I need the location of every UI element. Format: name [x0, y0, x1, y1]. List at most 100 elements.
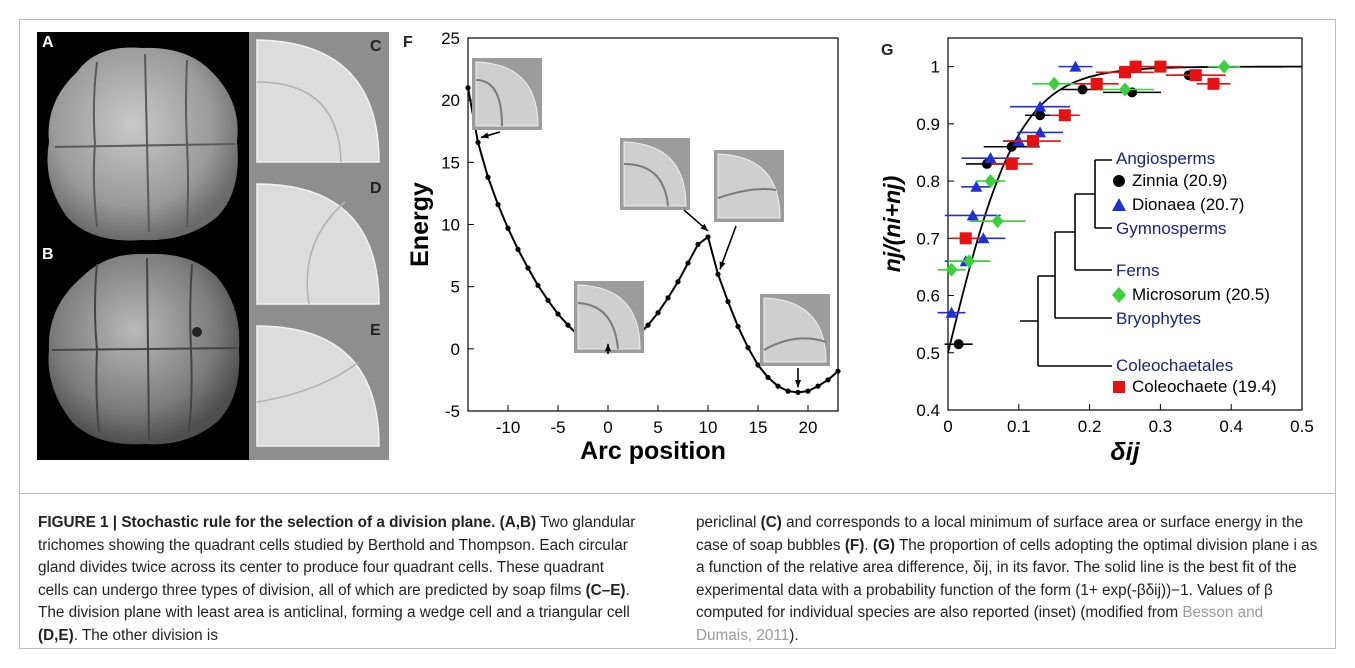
x-tick-label: 20	[799, 418, 818, 437]
caption-left: FIGURE 1 | Stochastic rule for the selec…	[38, 512, 638, 648]
energy-point	[685, 260, 691, 266]
energy-point	[695, 241, 701, 247]
caption-text-3: . The other division is	[73, 626, 218, 644]
panel-label-b: B	[42, 246, 54, 263]
species-label: Coleochaete (19.4)	[1132, 377, 1277, 396]
y-tick-label: 15	[441, 153, 460, 172]
y-tick-label: -5	[445, 402, 460, 421]
energy-point	[665, 295, 671, 301]
x-tick-label: 15	[749, 418, 768, 437]
species-label: Zinnia (20.9)	[1132, 171, 1227, 190]
legend-marker	[1112, 287, 1126, 303]
data-point	[945, 306, 958, 318]
data-point	[1005, 157, 1018, 170]
y-tick-label: 5	[451, 278, 460, 297]
arrow-head	[719, 261, 726, 270]
data-point	[977, 232, 990, 244]
y-tick-label: 0.8	[916, 172, 940, 191]
data-point	[1034, 126, 1047, 138]
energy-point	[495, 202, 501, 208]
caption-ref-ce: (C–E)	[585, 581, 626, 599]
energy-point	[535, 282, 541, 289]
arrow-head	[794, 379, 802, 388]
x-axis-label: Arc position	[580, 437, 726, 465]
data-point	[1189, 69, 1202, 82]
energy-point	[785, 388, 791, 394]
energy-point	[675, 279, 681, 285]
arrow-head	[481, 132, 489, 139]
caption-ref-f: (F)	[844, 536, 865, 554]
data-point	[1090, 77, 1103, 90]
group-label: Gymnosperms	[1116, 219, 1227, 238]
energy-point	[745, 344, 751, 351]
caption-separator	[20, 493, 1335, 494]
caption-text-4: periclinal	[696, 514, 761, 531]
species-label: Dionaea (20.7)	[1132, 195, 1244, 214]
x-tick-label: 0.2	[1078, 417, 1102, 436]
proportion-chart: 0 0.1 0.2 0.3 0.4 0.5 0.4 0.5 0.6 0.7 0.8 0.9 1 δij nj…	[879, 37, 1314, 466]
x-axis-label: δij	[1110, 438, 1140, 466]
caption-text-2: . The division plane with least area is …	[38, 581, 630, 622]
data-point	[959, 232, 972, 245]
caption-ref-g: (G)	[872, 536, 895, 554]
energy-chart: -10 -5 0 5 10 15 20 -5 0 5 10 15 20 25 Arc position Ene…	[406, 29, 841, 465]
arrow-head	[604, 343, 612, 352]
y-tick-label: 0.6	[916, 287, 940, 306]
panel-label-d: D	[370, 180, 382, 197]
phylogeny-inset: Angiosperms Gymnosperms Ferns Bryophytes Col…	[1020, 149, 1277, 396]
energy-point	[705, 234, 711, 240]
y-tick-label: 1	[931, 58, 940, 77]
energy-point	[525, 265, 531, 271]
y-tick-label: 10	[441, 216, 460, 235]
panel-label-a: A	[42, 34, 54, 51]
y-tick-label: 25	[441, 29, 460, 48]
energy-point	[515, 246, 521, 252]
y-axis-label: nj/(ni+nj)	[879, 176, 905, 272]
energy-point	[465, 85, 471, 91]
caption-text-1: Two glandular trichomes showing the quad…	[38, 514, 636, 599]
panel-label-e: E	[370, 322, 381, 339]
energy-point	[645, 322, 651, 328]
inset-thumbnail	[620, 138, 690, 210]
energy-point	[735, 323, 741, 330]
data-point	[1048, 76, 1061, 91]
group-label: Angiosperms	[1116, 149, 1215, 168]
x-tick-label: 10	[699, 418, 718, 437]
caption-text-7: The proportion of cells adopting the opt…	[696, 536, 1318, 622]
x-tick-label: 0.4	[1219, 417, 1243, 436]
y-tick-label: 0.9	[916, 115, 940, 134]
data-point	[1026, 135, 1039, 148]
y-tick-label: 20	[441, 91, 460, 110]
data-point	[970, 180, 983, 192]
inset-thumbnail	[574, 281, 644, 353]
group-label: Coleochaetales	[1116, 356, 1233, 375]
data-point	[1069, 60, 1082, 72]
legend-marker	[1113, 381, 1125, 393]
energy-point	[545, 297, 551, 303]
caption-text-6: .	[864, 536, 873, 554]
data-point	[1034, 100, 1047, 112]
x-tick-label: -10	[496, 418, 521, 437]
x-tick-label: 5	[653, 418, 662, 437]
data-point	[1035, 110, 1046, 121]
panel-label-c: C	[370, 38, 382, 55]
caption-label: FIGURE 1 | Stochastic rule for the selec…	[38, 514, 496, 531]
data-point	[991, 214, 1004, 229]
caption-text-5: and corresponds to a local minimum of su…	[696, 514, 1304, 554]
energy-point	[795, 389, 801, 395]
legend-marker	[1113, 175, 1125, 187]
energy-point	[805, 388, 811, 394]
y-tick-label: 0.5	[916, 344, 940, 363]
caption-ref-de: (D,E)	[38, 626, 74, 644]
inset-thumbnail	[472, 58, 542, 130]
arrow	[719, 225, 737, 270]
x-tick-label: 0	[603, 418, 612, 437]
legend-marker	[1112, 198, 1126, 211]
energy-point	[715, 271, 721, 277]
y-tick-label: 0.7	[916, 229, 940, 248]
energy-point	[835, 368, 841, 374]
x-tick-label: 0	[943, 417, 952, 436]
citation-link[interactable]: Besson and Dumais, 2011	[696, 604, 1264, 644]
y-tick-label: 0	[451, 340, 460, 359]
caption-end: ).	[789, 626, 799, 644]
